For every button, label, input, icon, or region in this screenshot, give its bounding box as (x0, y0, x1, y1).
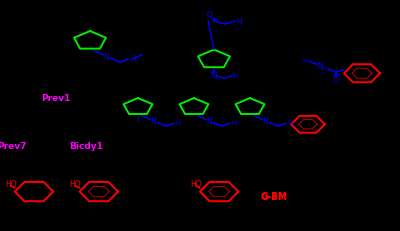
Text: O: O (333, 75, 339, 84)
Text: N: N (211, 72, 217, 81)
Text: HO: HO (190, 180, 202, 188)
Text: H: H (232, 72, 238, 78)
Text: N: N (151, 117, 156, 126)
Text: N: N (317, 62, 323, 71)
Text: H: H (175, 119, 181, 125)
Text: Bicdy1: Bicdy1 (69, 141, 103, 150)
Text: HO: HO (70, 180, 81, 188)
Text: H: H (320, 66, 326, 72)
Text: H: H (302, 58, 308, 64)
Text: G-BM: G-BM (260, 192, 288, 201)
Text: N: N (206, 117, 212, 126)
Text: Prev1: Prev1 (41, 94, 71, 103)
Text: O: O (207, 11, 213, 19)
Text: Prev7: Prev7 (0, 141, 27, 150)
Text: H: H (130, 55, 136, 64)
Text: HO: HO (5, 180, 16, 188)
Text: G-BM: G-BM (260, 191, 288, 200)
Text: H: H (231, 119, 236, 125)
Text: N: N (104, 53, 109, 61)
Text: H: H (236, 18, 242, 26)
Text: N: N (263, 117, 268, 126)
Text: H: H (287, 119, 293, 125)
